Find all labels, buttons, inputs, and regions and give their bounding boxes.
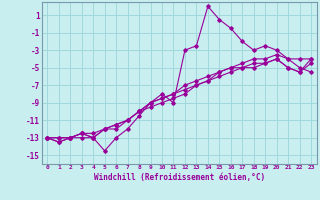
X-axis label: Windchill (Refroidissement éolien,°C): Windchill (Refroidissement éolien,°C) [94,173,265,182]
